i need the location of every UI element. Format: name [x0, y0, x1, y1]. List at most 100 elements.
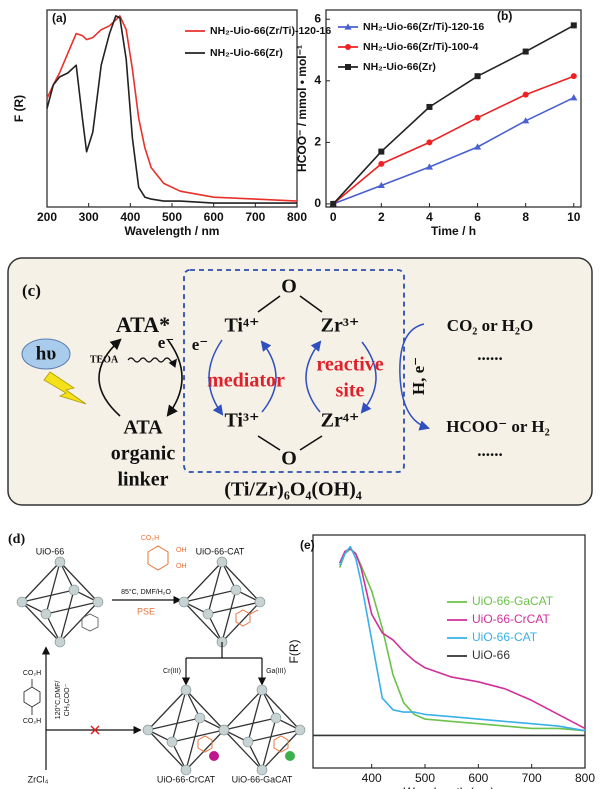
legend-label: UiO-66-CAT — [472, 630, 538, 644]
metal: Ga(III) — [266, 668, 286, 675]
oxygen: O — [281, 276, 297, 298]
x-tick-label: 2 — [378, 210, 385, 224]
arrow — [399, 323, 431, 431]
point — [570, 73, 577, 80]
arrow — [260, 340, 277, 413]
legend-label: UiO-66 — [472, 648, 510, 662]
panel-label: (d) — [8, 532, 25, 547]
x-tick-label: 500 — [415, 771, 435, 785]
arrow — [98, 338, 122, 417]
x-tick-label: 6 — [474, 210, 481, 224]
arrow — [166, 339, 183, 417]
point — [377, 181, 385, 189]
y-axis-label: F(R) — [287, 640, 301, 664]
point — [570, 94, 578, 101]
plot-frame — [312, 534, 586, 769]
framework — [142, 684, 230, 776]
bond — [257, 295, 323, 451]
compound-name: UiO-66-CAT — [196, 546, 245, 556]
pse: PSE — [137, 606, 155, 616]
panel-label: (a) — [52, 11, 67, 25]
point — [474, 114, 481, 121]
reactive-site: reactive — [316, 354, 383, 376]
arrow — [208, 339, 224, 416]
series-line — [338, 548, 586, 732]
light-label: hυ — [36, 343, 57, 364]
x-tick-label: 500 — [162, 210, 182, 224]
products: HCOO⁻ or H₂ — [446, 417, 549, 436]
mediator: mediator — [207, 370, 285, 392]
cr-site — [209, 751, 219, 761]
arrow — [305, 340, 322, 413]
point — [522, 48, 529, 55]
y-axis-label: HCOO⁻ / mmol • mol⁻¹ — [295, 45, 309, 172]
x-axis-label: Time / h — [431, 224, 476, 238]
ellipsis: ...... — [477, 441, 503, 460]
ion: Ti³⁺ — [224, 410, 259, 432]
point — [378, 148, 385, 155]
series-line — [338, 545, 586, 732]
point — [522, 91, 529, 98]
compound-name: UiO-66 — [36, 546, 65, 556]
x-tick-label: 0 — [330, 210, 337, 224]
plot-frame — [46, 9, 298, 208]
light-badge — [21, 338, 71, 370]
panel-label: (e) — [300, 538, 315, 552]
x-tick-label: 4 — [426, 210, 433, 224]
panel-label: (c) — [22, 281, 41, 300]
linker-text: linker — [117, 469, 168, 491]
legend-label: UiO-66-CrCAT — [472, 612, 550, 626]
point — [425, 163, 434, 170]
x-tick-label: 800 — [575, 771, 595, 785]
metal: Cr(III) — [163, 668, 181, 675]
y-tick-label: 6 — [314, 11, 321, 25]
catechol-tag — [197, 735, 213, 753]
legend-label: NH₂-Uio-66(Zr/Ti)-120-16 — [210, 25, 331, 37]
framework — [178, 556, 266, 648]
x-axis-label: Wavelength / nm — [125, 224, 220, 238]
x-tick-label: 700 — [245, 210, 265, 224]
gallic-ring — [147, 545, 169, 571]
x-tick-label: 400 — [120, 210, 140, 224]
reactants: CO₂ or H₂O — [447, 316, 533, 335]
electron: e⁻ — [158, 333, 175, 352]
panel-d: (d) UiO-66 CO₂H OH OH 85°C, DMF/H₂O PSE … — [8, 532, 306, 784]
point — [473, 143, 482, 150]
x-axis-label: Wavelength (nm) — [404, 785, 495, 789]
legend-label: NH₂-Uio-66(Zr) — [363, 61, 436, 73]
series-line — [46, 15, 297, 204]
lightning — [43, 371, 87, 405]
reactive-site: site — [336, 380, 365, 402]
group: OH — [176, 563, 187, 570]
series-line — [332, 75, 575, 205]
series-line — [332, 96, 575, 205]
point — [426, 103, 433, 110]
point — [570, 22, 577, 29]
point — [330, 200, 337, 207]
arrow — [360, 341, 377, 414]
compound-name: UiO-66-GaCAT — [232, 774, 293, 784]
panel-frame — [7, 257, 593, 506]
catechol-tag — [235, 609, 259, 627]
wavy-arrow — [127, 357, 178, 368]
x-tick-label: 400 — [362, 771, 382, 785]
point — [426, 139, 433, 146]
legend-label: NH₂-Uio-66(Zr/Ti)-100-4 — [363, 41, 478, 53]
series-line — [332, 24, 575, 205]
y-axis-label: F (R) — [12, 95, 26, 122]
x-tick-label: 700 — [522, 771, 542, 785]
point — [345, 44, 351, 50]
series-line — [46, 15, 298, 202]
y-tick-label: 0 — [314, 196, 321, 210]
group: CO₂H — [141, 535, 159, 542]
legend-label: NH₂-Uio-66(Zr) — [210, 47, 283, 59]
ion: Zr³⁺ — [321, 315, 360, 337]
oxygen: O — [281, 448, 297, 470]
ion: Zr⁴⁺ — [321, 410, 360, 432]
linker-ring — [81, 613, 99, 632]
reagent: H, e⁻ — [409, 357, 428, 395]
framework — [16, 556, 104, 648]
cluster-formula: (Ti/Zr)₆O₄(OH)₄ — [224, 479, 362, 501]
point — [345, 64, 351, 70]
